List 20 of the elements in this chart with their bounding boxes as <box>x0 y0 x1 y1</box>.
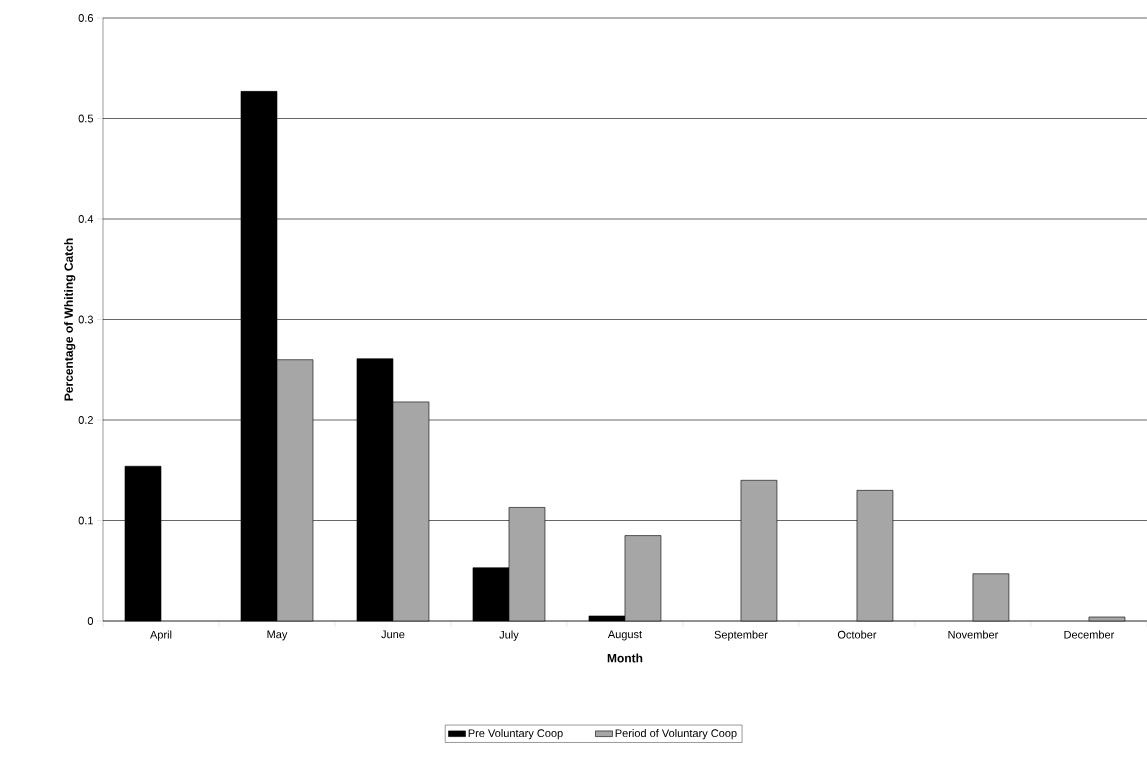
y-tick-label: 0.3 <box>78 315 93 324</box>
x-tick-label: December <box>1064 630 1115 639</box>
x-tick-label: August <box>607 630 642 641</box>
y-tick-label: 0.5 <box>78 114 94 123</box>
x-tick-label: May <box>267 630 288 641</box>
legend-label: Period of Voluntary Coop <box>615 729 737 740</box>
x-tick-label: October <box>837 630 877 639</box>
y-tick-label: 0.4 <box>78 215 94 223</box>
x-tick-label: April <box>150 630 172 641</box>
y-tick-label: 0.1 <box>78 516 93 525</box>
x-axis-title: Month <box>607 653 643 663</box>
y-tick-label: 0.6 <box>78 14 93 22</box>
x-tick-label: November <box>948 630 999 639</box>
y-tick-label: 0 <box>87 617 94 625</box>
y-axis-title: Percentage of Whiting Catch <box>64 238 76 401</box>
x-tick-label: July <box>499 630 519 641</box>
legend-label: Pre Voluntary Coop <box>468 729 563 740</box>
y-tick-label: 0.2 <box>78 416 93 424</box>
x-tick-label: September <box>714 630 768 641</box>
x-tick-label: June <box>381 630 405 639</box>
